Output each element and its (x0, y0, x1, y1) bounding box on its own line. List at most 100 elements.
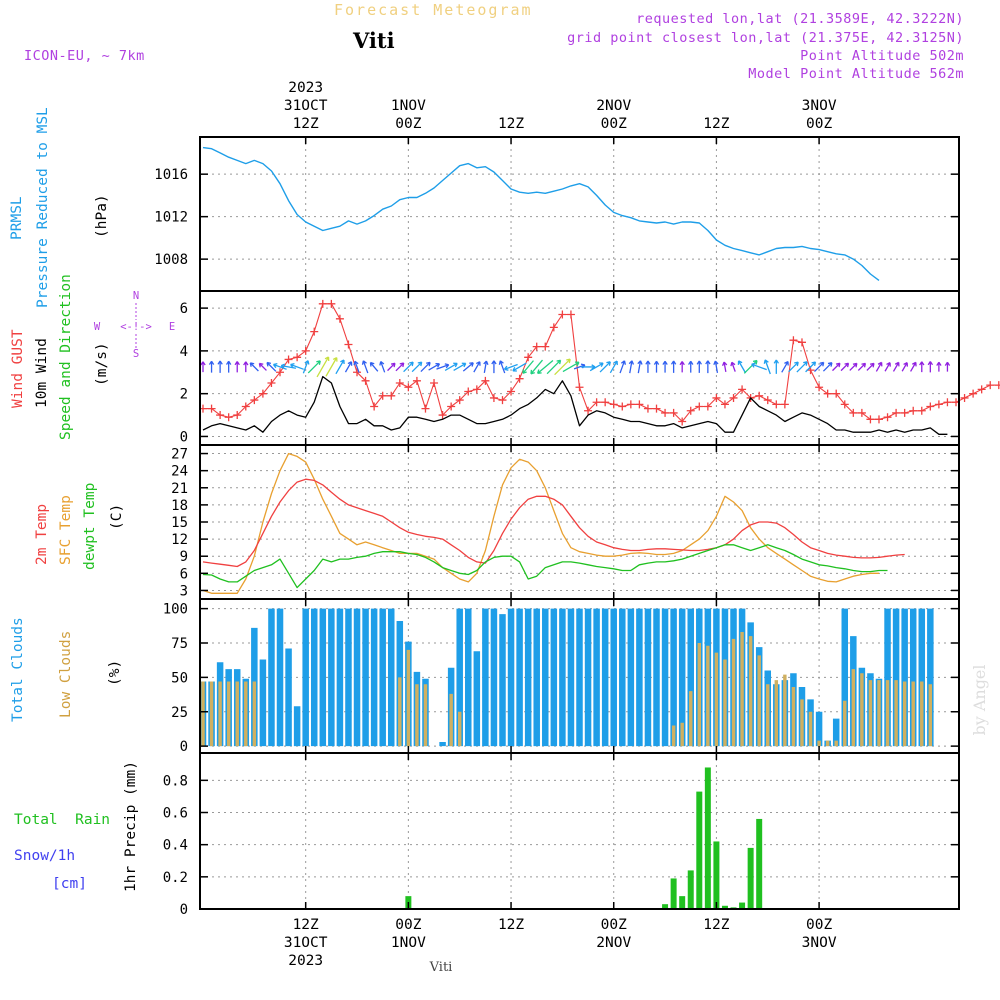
wind-direction-arrow (473, 361, 481, 373)
temp-ytick-label: 15 (171, 515, 188, 531)
low-cloud-bar (748, 636, 753, 747)
total-cloud-bar (884, 608, 891, 747)
total-cloud-bar (362, 608, 369, 747)
gust-marker (233, 411, 242, 420)
wind-direction-arrow (805, 361, 817, 373)
station-name: Viti (352, 28, 395, 53)
top-time-label: 1NOV (391, 98, 426, 114)
wind-direction-arrow (713, 360, 719, 373)
gust-marker (276, 368, 285, 377)
low-cloud-bar (817, 740, 821, 747)
total-cloud-bar (542, 608, 549, 747)
gust-marker (892, 408, 901, 417)
rain-bar (696, 791, 703, 909)
wind-ytick-label: 4 (180, 344, 188, 360)
gust-marker (815, 383, 824, 392)
gust-marker (661, 408, 670, 417)
total-cloud-bar (678, 608, 686, 747)
temp-ytick-label: 3 (180, 583, 188, 599)
gust-marker (789, 336, 798, 345)
gust-marker (301, 346, 310, 355)
wind-direction-arrow (822, 362, 833, 372)
gust-marker (327, 299, 336, 308)
gust-marker (455, 396, 464, 405)
total-cloud-bar (901, 608, 908, 747)
pressure-unit: (hPa) (94, 194, 110, 238)
gust-marker (267, 378, 276, 387)
gust-marker (917, 406, 926, 415)
total-cloud-bar (832, 718, 840, 747)
gust-marker (370, 402, 379, 411)
gust-marker (412, 376, 421, 385)
temp-unit: (C) (109, 504, 125, 530)
gust-marker (224, 413, 233, 422)
total-cloud-bar (507, 608, 515, 747)
pressure-ytick-label: 1016 (154, 167, 188, 183)
temp-ytick-label: 12 (171, 532, 188, 548)
gust-marker (626, 400, 635, 409)
rain-bar (721, 905, 728, 909)
total-cloud-bar (370, 608, 378, 747)
bottom-time-label: 00Z (601, 917, 627, 933)
total-cloud-bar (439, 742, 446, 747)
low-cloud-bar (706, 645, 710, 747)
gust-marker (481, 376, 490, 385)
wind-direction-arrow (444, 362, 458, 371)
wind-direction-arrow (599, 361, 611, 373)
wind-direction-arrow (730, 361, 736, 372)
chart-title: Forecast Meteogram (334, 1, 533, 19)
total-cloud-bar (336, 608, 344, 747)
clouds-ytick-label: 25 (171, 705, 188, 721)
total-cloud-bar (259, 659, 267, 747)
total-cloud-bar (601, 608, 609, 747)
total-cloud-bar (499, 614, 506, 747)
wind-direction-arrow (919, 361, 925, 373)
top-time-axis: 2023 31OCT 12Z 1NOV 00Z 12Z 2NOV 00Z 12Z 3NOV 00Z (284, 80, 837, 132)
gust-marker (404, 383, 413, 392)
gust-marker (207, 404, 216, 413)
low-cloud-bar (791, 687, 796, 747)
gust-marker (772, 400, 781, 409)
total-cloud-bar (644, 608, 652, 747)
top-time-label: 00Z (806, 116, 832, 132)
wind-direction-arrow (217, 360, 223, 373)
wind-direction-arrow (200, 361, 206, 373)
wind-direction-arrow (420, 361, 431, 372)
total-cloud-bar (927, 608, 934, 747)
wind-direction-arrow (670, 360, 677, 373)
low-cloud-bar (928, 684, 933, 747)
wind-direction-arrow (498, 360, 506, 374)
precip-frame (199, 752, 960, 910)
wind-direction-arrow (530, 359, 543, 375)
footer-station: Viti (429, 960, 453, 975)
gust-marker (823, 389, 832, 398)
wind-direction-arrow (512, 362, 527, 372)
precip-label-cm: [cm] (52, 876, 87, 892)
low-cloud-bar (731, 638, 736, 747)
clouds-panel: 0 25 50 75 100 Total Clouds Low Clouds (%) (10, 598, 960, 755)
wind-direction-arrow (379, 361, 386, 373)
gust-marker (874, 415, 883, 424)
top-time-label: 12Z (498, 116, 524, 132)
top-time-label: 2NOV (596, 98, 631, 114)
total-cloud-bar (627, 608, 635, 747)
wind-direction-arrow (546, 359, 562, 375)
wind-direction-arrow (316, 356, 330, 378)
wind-direction-arrow (302, 360, 310, 374)
low-cloud-bar (868, 680, 873, 747)
dewpt-temp-line (202, 544, 888, 589)
rain-bar (739, 902, 746, 909)
gust-marker (729, 393, 738, 402)
prmsl-line (202, 146, 880, 281)
total-cloud-bar (293, 706, 301, 747)
wind-direction-arrow (796, 361, 808, 373)
gust-marker (489, 393, 498, 402)
total-cloud-bar (533, 608, 540, 747)
low-cloud-bar (860, 673, 864, 747)
rain-bar (756, 818, 763, 909)
total-cloud-bar (310, 608, 318, 747)
wind-direction-arrow (901, 362, 908, 372)
gust-marker (943, 398, 952, 407)
gust-marker (618, 402, 627, 411)
